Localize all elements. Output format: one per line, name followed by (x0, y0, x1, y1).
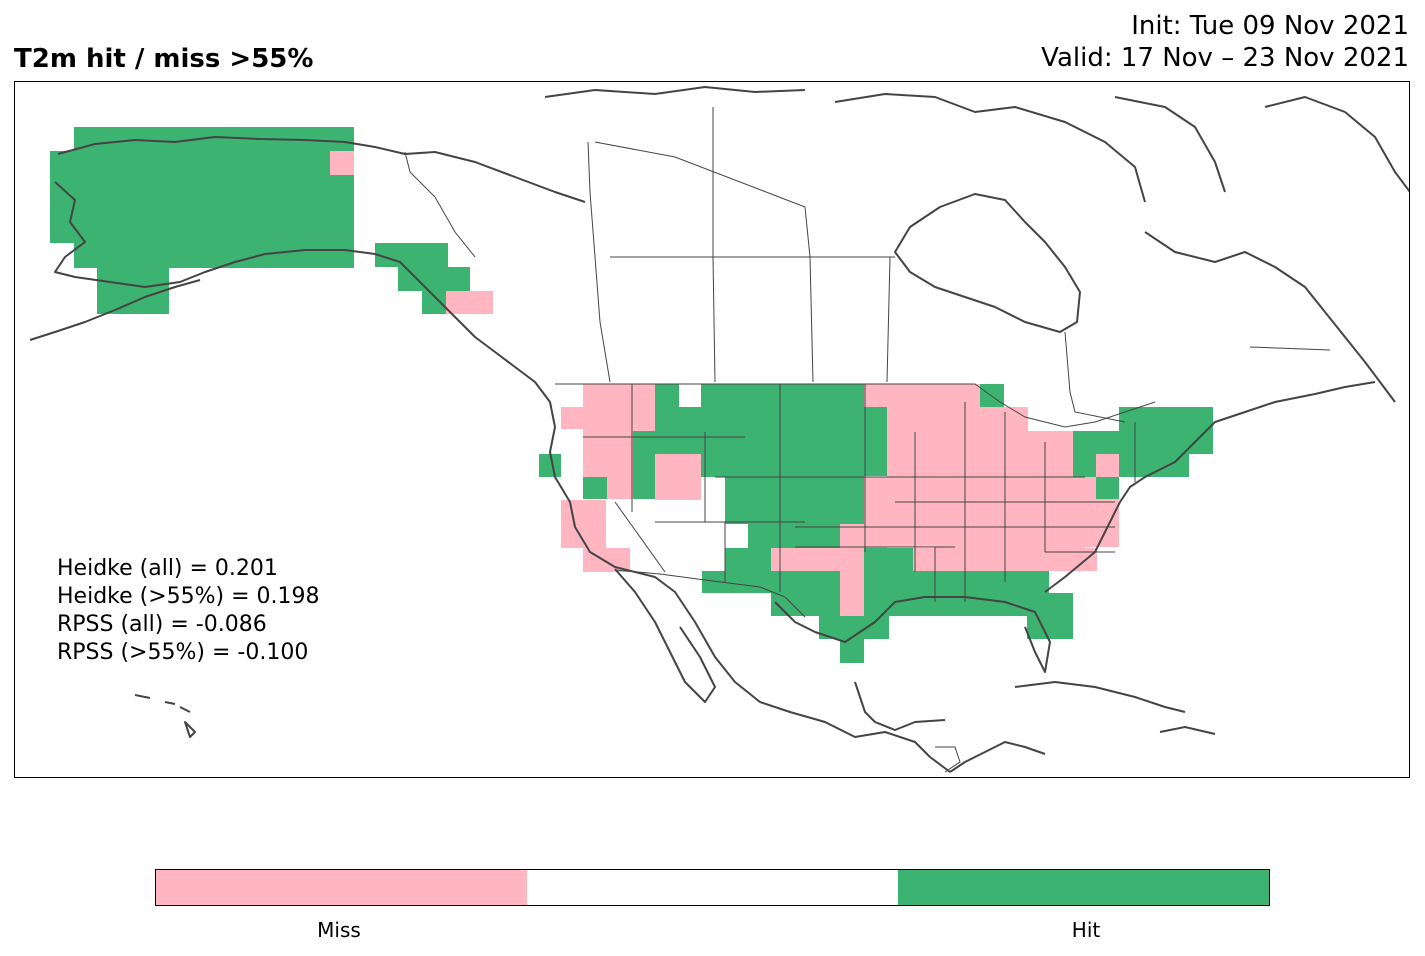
coastline-central-america (949, 741, 1046, 773)
us-canada-border (555, 383, 1156, 428)
colorbar-neutral-segment (527, 870, 898, 905)
coastline-gulf (774, 596, 1051, 731)
grid-cell-miss (864, 477, 887, 548)
grid-cell-hit (74, 127, 354, 268)
colorbar-hit-segment (898, 870, 1269, 905)
grid-cells (50, 127, 1213, 663)
grid-cell-hit (1073, 454, 1096, 477)
coastlines (29, 86, 1409, 773)
grid-cell-hit (1096, 477, 1119, 499)
grid-cell-hit (655, 384, 679, 454)
coastline-aleutians (29, 279, 201, 341)
stat-heidke-55: Heidke (>55%) = 0.198 (57, 584, 320, 609)
coastline-arctic-islands (544, 86, 1409, 203)
init-date: Init: Tue 09 Nov 2021 (1131, 11, 1409, 41)
grid-cell-miss (887, 407, 1028, 454)
map-svg (29, 86, 1409, 773)
grid-cell-miss (330, 151, 354, 175)
grid-cell-hit (748, 524, 840, 548)
valid-period: Valid: 17 Nov – 23 Nov 2021 (1041, 43, 1409, 73)
grid-cell-hit (864, 407, 887, 476)
grid-cell-hit (725, 477, 864, 524)
province-borders (404, 107, 1331, 423)
grid-cell-hit (375, 243, 448, 267)
grid-cell-hit (701, 384, 864, 477)
us-mexico-border (614, 569, 806, 618)
central-america-borders (935, 746, 961, 773)
map-title: T2m hit / miss >55% (14, 44, 314, 74)
grid-cell-hit (422, 291, 446, 314)
grid-cell-miss (655, 454, 701, 500)
coastline-labrador (1144, 231, 1396, 403)
date-info: Init: Tue 09 Nov 2021 Valid: 17 Nov – 23… (1041, 10, 1409, 74)
grid-cell-miss (561, 407, 585, 429)
colorbar-label-hit: Hit (1071, 918, 1101, 942)
colorbar (155, 869, 1270, 906)
grid-cell-miss (1028, 431, 1073, 454)
grid-cell-miss (935, 525, 1085, 548)
grid-cell-hit (1027, 593, 1073, 639)
grid-cell-miss (864, 384, 980, 407)
map-panel (14, 81, 1410, 778)
coastline-alaska (54, 136, 951, 773)
skill-scores: Heidke (all) = 0.201 Heidke (>55%) = 0.1… (57, 555, 320, 667)
colorbar-label-miss: Miss (317, 918, 361, 942)
grid-cell-hit (980, 384, 1004, 407)
grid-cell-hit (97, 268, 169, 314)
coastline-baja (614, 568, 716, 703)
colorbar-miss-segment (156, 870, 527, 905)
grid-cell-hit (1119, 407, 1213, 454)
coastline-east (1044, 381, 1376, 593)
stat-heidke-all: Heidke (all) = 0.201 (57, 556, 278, 581)
grid-cell-hit (840, 639, 864, 663)
grid-cell-hit (702, 571, 725, 593)
coastline-hawaii (134, 694, 196, 738)
us-state-borders (583, 384, 1136, 602)
grid-cell-hit (725, 548, 771, 593)
grid-cell-hit (539, 454, 561, 477)
stat-rpss-55: RPSS (>55%) = -0.100 (57, 640, 309, 665)
grid-cell-hit (1119, 454, 1189, 477)
coastline-hispaniola (1159, 726, 1216, 735)
stat-rpss-all: RPSS (all) = -0.086 (57, 612, 267, 637)
grid-cell-hit (583, 477, 607, 499)
grid-cell-hit (819, 616, 889, 639)
grid-cell-miss (446, 291, 493, 314)
grid-cell-hit (679, 407, 701, 454)
grid-cell-hit (633, 431, 655, 499)
coastline-cuba (1014, 681, 1186, 713)
coastline-hudson-bay (894, 193, 1081, 333)
borders (404, 107, 1331, 773)
grid-cell-miss (840, 548, 864, 616)
